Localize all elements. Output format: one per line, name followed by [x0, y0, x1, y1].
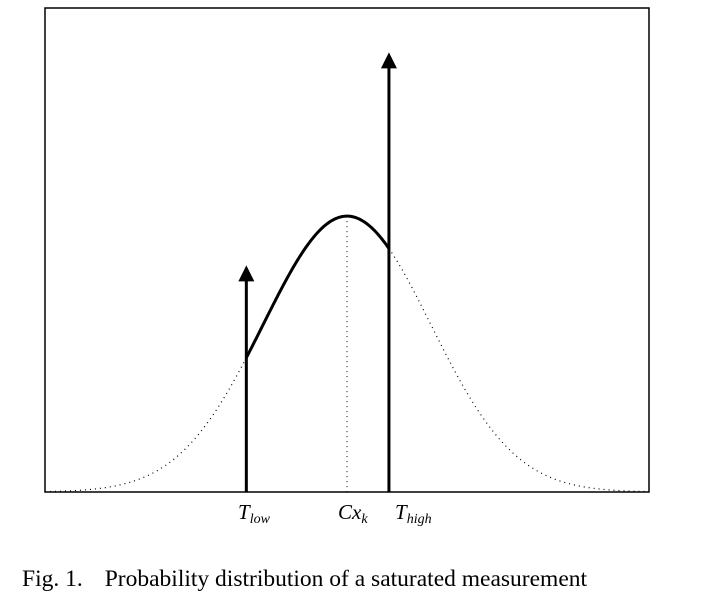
figure-number: Fig. 1.: [22, 566, 83, 592]
cxk-tick-label: Cxk: [338, 500, 368, 527]
caption-text: Probability distribution of a saturated …: [104, 566, 588, 592]
figure-caption: Fig. 1. Probability distribution of a sat…: [22, 566, 692, 593]
arrowhead-t-low: [238, 265, 255, 282]
plot-frame: [44, 7, 650, 493]
full-gaussian-dotted-curve: [44, 215, 650, 493]
probability-distribution-figure: [44, 7, 650, 493]
arrowhead-t-high: [380, 52, 397, 69]
t-low-tick-label: Tlow: [238, 500, 270, 527]
truncated-density-curve: [245, 214, 391, 359]
t-high-tick-label: Thigh: [395, 500, 432, 527]
